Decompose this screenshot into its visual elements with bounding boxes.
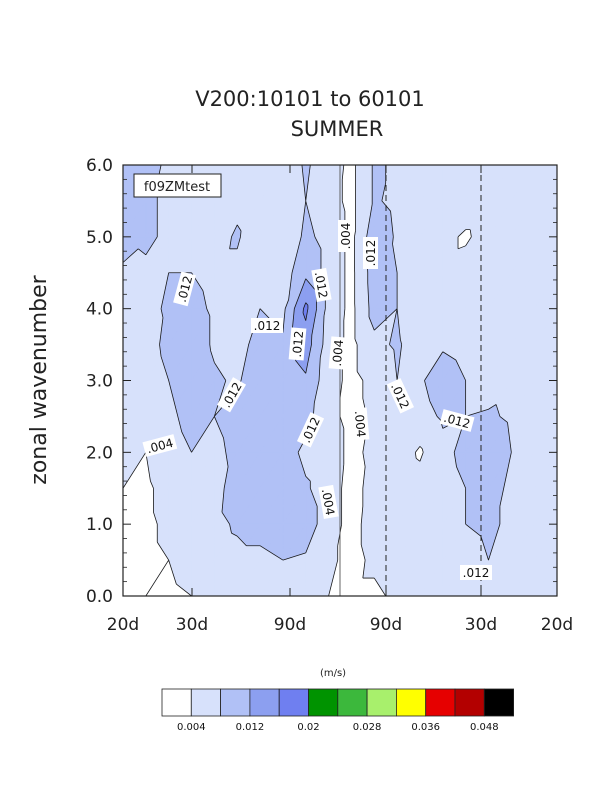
- contour-label-text: .012: [312, 271, 330, 300]
- contour-label: .012: [363, 237, 378, 269]
- contour-label-bg: [251, 318, 283, 333]
- colorbar-swatch: [395, 688, 427, 717]
- x-tick-label: 90d: [370, 615, 402, 635]
- y-tick-label: 2.0: [86, 443, 113, 463]
- colorbar-label: 0.036: [411, 722, 440, 733]
- contour-label: .012: [173, 271, 196, 307]
- contour-label-text: .004: [352, 410, 368, 438]
- contour-label-text: .012: [463, 566, 490, 580]
- contour-label-text: .004: [330, 339, 346, 367]
- case-label: f09ZMtest: [133, 173, 222, 198]
- contour-label: .004: [338, 220, 353, 252]
- colorbar-label: 0.048: [470, 722, 499, 733]
- x-axis: 20d 30d 90d 90d 30d 20d: [107, 165, 573, 635]
- contour-label-text: .012: [175, 274, 195, 303]
- contour-label: .004: [351, 407, 370, 441]
- colorbar-label: 0.028: [353, 722, 382, 733]
- contour-label-bg: [318, 484, 339, 519]
- colorbar-label: 0.02: [297, 722, 319, 733]
- contour-label-bg: [311, 267, 332, 302]
- contour-label-text: .012: [290, 330, 306, 358]
- contour-label-text: .004: [145, 436, 174, 456]
- x-tick-label: 90d: [274, 615, 306, 635]
- y-axis: 0.0 1.0 2.0 3.0 4.0 5.0 6.0: [86, 156, 557, 607]
- colorbar-swatch: [308, 688, 339, 717]
- case-label-text: f09ZMtest: [144, 180, 210, 195]
- colorbar-swatch: [337, 688, 368, 717]
- contour-label-bg: [386, 378, 415, 414]
- contour-label-bg: [217, 377, 247, 413]
- case-label-box: [133, 173, 222, 198]
- contour-label-bg: [338, 220, 353, 252]
- colorbar-swatch: [278, 688, 309, 717]
- contour-label-text: .012: [364, 240, 378, 267]
- units-label: (m/s): [320, 668, 346, 679]
- contour-label-bg: [296, 412, 325, 448]
- y-tick-label: 5.0: [86, 228, 113, 248]
- colorbar-swatch: [454, 688, 485, 717]
- contour-label-bg: [328, 336, 347, 370]
- contour-label: .012: [311, 267, 332, 302]
- contour-label: .004: [328, 336, 347, 370]
- contour-line: [123, 165, 512, 561]
- contour-label-bg: [460, 565, 492, 580]
- contour-line: [302, 302, 309, 321]
- colorbar-swatch: [483, 688, 514, 717]
- contour-label-bg: [351, 407, 370, 441]
- contour-label-bg: [363, 237, 378, 269]
- x-tick-label: 20d: [107, 615, 139, 635]
- x-tick-label: 20d: [541, 615, 573, 635]
- x-tick-label: 30d: [176, 615, 208, 635]
- colorbar-label: 0.012: [236, 722, 265, 733]
- colorbar-swatch: [425, 688, 456, 717]
- y-tick-label: 3.0: [86, 372, 113, 392]
- contour-label-text: .004: [319, 488, 337, 517]
- y-tick-label: 6.0: [86, 156, 113, 176]
- colorbar-swatch: [190, 688, 222, 717]
- colorbar-swatch: [220, 688, 251, 717]
- y-tick-label: 4.0: [86, 300, 113, 320]
- plot-area: .012 .012 .012 .012 .012 .004 .012 .012 .004 .004…: [123, 165, 557, 596]
- chart-subtitle: SUMMER: [291, 117, 384, 141]
- contour-label: .012: [460, 565, 492, 580]
- colorbar-label: 0.004: [177, 722, 206, 733]
- contour-label: .004: [142, 434, 178, 457]
- contour-label: .012: [288, 327, 307, 361]
- contour-label-bg: [142, 434, 178, 457]
- colorbar-swatch: [249, 688, 280, 717]
- contour-label-text: .012: [254, 319, 281, 333]
- colorbar-swatch: [366, 688, 397, 717]
- colorbar: 0.004 0.012 0.02 0.028 0.036 0.048: [161, 688, 514, 733]
- contour-label-text: .004: [339, 223, 353, 250]
- contour-label-bg: [288, 327, 307, 361]
- y-tick-label: 0.0: [86, 587, 113, 607]
- contour-label: .012: [251, 318, 283, 333]
- contour-label-bg: [439, 409, 475, 432]
- contour-labels: .012 .012 .012 .012 .012 .004 .012 .012 .004 .004…: [142, 220, 492, 580]
- contour-label: .004: [318, 484, 339, 519]
- y-axis-label: zonal wavenumber: [27, 274, 52, 484]
- contour-label-text: .012: [442, 411, 471, 431]
- colorbar-swatch: [161, 688, 192, 717]
- x-tick-label: 30d: [465, 615, 497, 635]
- chart-title: V200:10101 to 60101: [195, 87, 425, 111]
- contour-label-bg: [173, 271, 196, 307]
- contour-label: .012: [439, 409, 475, 432]
- y-tick-label: 1.0: [86, 515, 113, 535]
